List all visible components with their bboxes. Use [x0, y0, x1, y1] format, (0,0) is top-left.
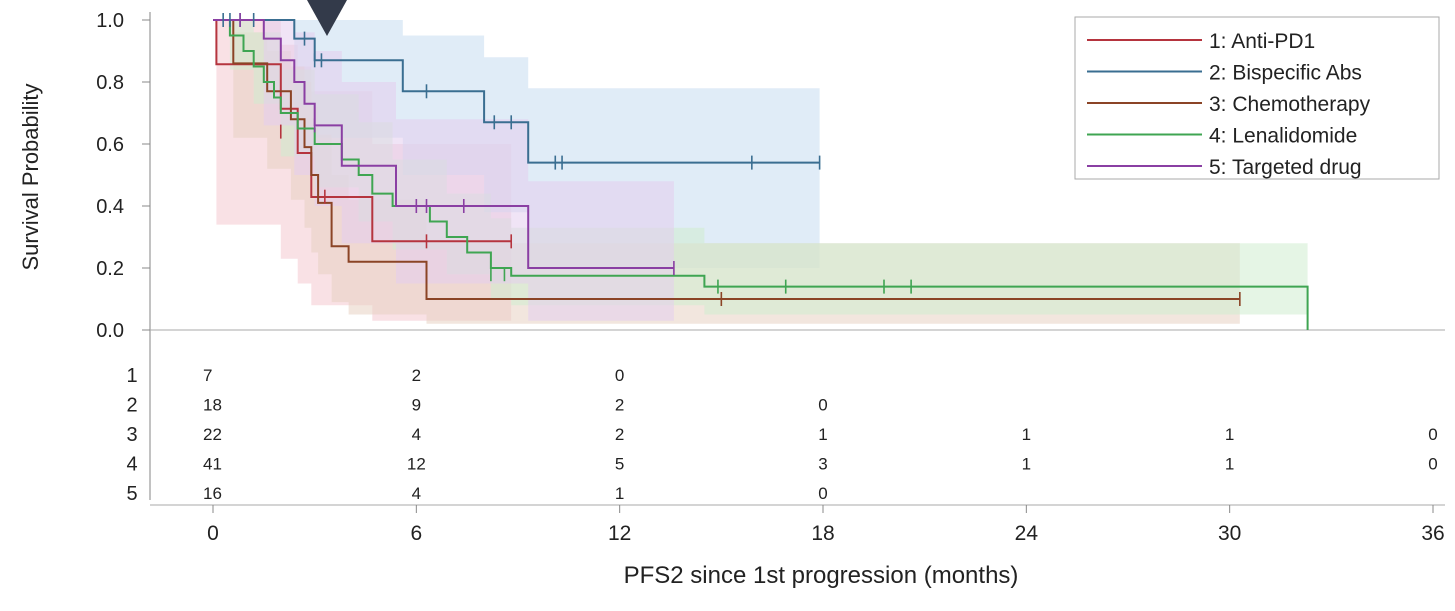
x-tick-label: 6 [410, 522, 422, 545]
at-risk-count: 2 [615, 396, 624, 415]
at-risk-count: 1 [615, 484, 624, 503]
survival-curve-4 [213, 19, 1309, 330]
at-risk-count: 5 [615, 455, 624, 474]
risk-row-label: 2 [126, 395, 137, 417]
censor-marks [222, 13, 1241, 306]
survival-curve-2 [213, 19, 820, 164]
at-risk-count: 1 [1022, 455, 1031, 474]
x-tick-label: 0 [207, 522, 219, 545]
survival-curves [213, 19, 1309, 330]
at-risk-count: 22 [203, 425, 222, 444]
at-risk-count: 7 [203, 366, 212, 385]
legend-label-1: 1: Anti-PD1 [1209, 30, 1315, 53]
at-risk-count: 1 [1225, 425, 1234, 444]
at-risk-count: 1 [1022, 425, 1031, 444]
at-risk-count: 12 [407, 455, 426, 474]
risk-row-label: 5 [126, 483, 137, 505]
y-tick-label: 1.0 [96, 10, 124, 32]
at-risk-count: 0 [818, 396, 827, 415]
x-tick-label: 18 [811, 522, 834, 545]
legend: 1: Anti-PD1 2: Bispecific Abs 3: Chemother… [1074, 16, 1440, 180]
y-tick-label: 0.8 [96, 72, 124, 94]
x-tick-label: 30 [1218, 522, 1241, 545]
at-risk-count: 1 [818, 425, 827, 444]
at-risk-count: 1 [1225, 455, 1234, 474]
legend-label-4: 4: Lenalidomide [1209, 125, 1357, 148]
at-risk-count: 4 [412, 484, 421, 503]
at-risk-count: 2 [615, 425, 624, 444]
legend-label-3: 3: Chemotherapy [1209, 93, 1371, 116]
y-tick-label: 0.4 [96, 196, 124, 218]
y-tick-label: 0.0 [96, 320, 124, 342]
at-risk-count: 16 [203, 484, 222, 503]
at-risk-count: 0 [1428, 455, 1437, 474]
at-risk-count: 0 [818, 484, 827, 503]
legend-label-5: 5: Targeted drug [1209, 156, 1362, 179]
x-tick-label: 36 [1421, 522, 1444, 545]
at-risk-count: 41 [203, 455, 222, 474]
at-risk-count: 9 [412, 396, 421, 415]
risk-row-label: 4 [126, 454, 137, 476]
x-tick-label: 24 [1015, 522, 1039, 545]
survival-curve-1 [213, 19, 512, 243]
legend-label-2: 2: Bispecific Abs [1209, 62, 1362, 85]
y-axis-title: Survival Probability [18, 83, 43, 270]
at-risk-count: 3 [818, 455, 827, 474]
risk-row-label: 3 [126, 424, 137, 446]
at-risk-count: 0 [615, 366, 624, 385]
y-tick-label: 0.2 [96, 258, 124, 280]
ci-band-5 [213, 20, 674, 321]
at-risk-table: 1 7 2 02 18 9 2 03 22 4 2 1 1 1 04 41 12 5 3 1 1 05 16 4 1 0 [126, 365, 1437, 505]
survival-curve-5 [213, 19, 674, 269]
axes: 0.00.20.40.60.81.00 6 12 18 24 30 36 [96, 10, 1445, 545]
x-tick-label: 12 [608, 522, 631, 545]
y-tick-label: 0.6 [96, 134, 124, 156]
at-risk-count: 2 [412, 366, 421, 385]
at-risk-count: 0 [1428, 425, 1437, 444]
risk-row-label: 1 [126, 365, 137, 387]
legend-box [1074, 16, 1440, 180]
at-risk-count: 4 [412, 425, 421, 444]
at-risk-count: 18 [203, 396, 222, 415]
x-axis-title: PFS2 since 1st progression (months) [624, 562, 1019, 589]
triangle-marker-icon [307, 0, 347, 36]
survival-curve-3 [213, 19, 1240, 300]
